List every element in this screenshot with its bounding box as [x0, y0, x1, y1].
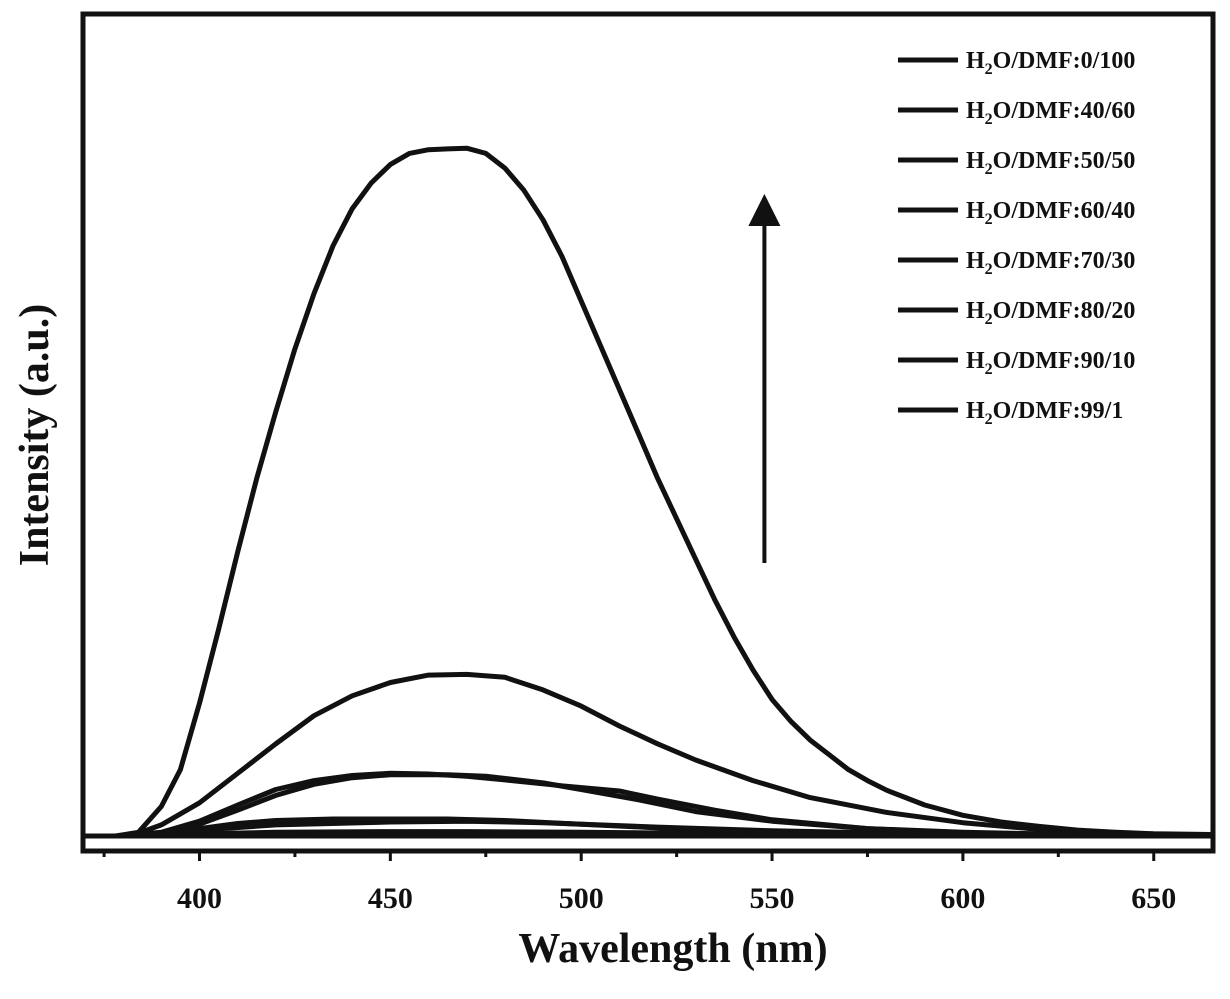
legend-entry: H2O/DMF:99/1: [966, 398, 1123, 428]
x-tick-label: 600: [940, 882, 985, 915]
x-tick-label: 400: [177, 882, 222, 915]
x-axis-ticks: 400 450 500 550 600 650: [102, 849, 1176, 915]
legend-entry: H2O/DMF:50/50: [966, 148, 1135, 178]
series-line: [82, 145, 1214, 839]
legend-entry: H2O/DMF:90/10: [966, 348, 1135, 378]
plot-frame: [80, 11, 1216, 854]
y-axis-label: Intensity (a.u.): [12, 304, 58, 567]
x-axis-label: Wavelength (nm): [518, 926, 827, 972]
legend-entry: H2O/DMF:40/60: [966, 98, 1135, 128]
legend-entry: H2O/DMF:70/30: [966, 248, 1135, 278]
spectra-series: [82, 145, 1214, 839]
series-line: [82, 772, 1214, 839]
legend-entry: H2O/DMF:60/40: [966, 198, 1135, 228]
x-tick-label: 550: [750, 882, 795, 915]
x-tick-label: 450: [368, 882, 413, 915]
legend: H2O/DMF:0/100 H2O/DMF:40/60 H2O/DMF:50/50 H…: [898, 48, 1135, 428]
x-tick-label: 650: [1131, 882, 1176, 915]
legend-entry: H2O/DMF:80/20: [966, 298, 1135, 328]
series-line: [82, 671, 1214, 839]
x-tick-label: 500: [559, 882, 604, 915]
legend-entry: H2O/DMF:0/100: [966, 48, 1135, 78]
